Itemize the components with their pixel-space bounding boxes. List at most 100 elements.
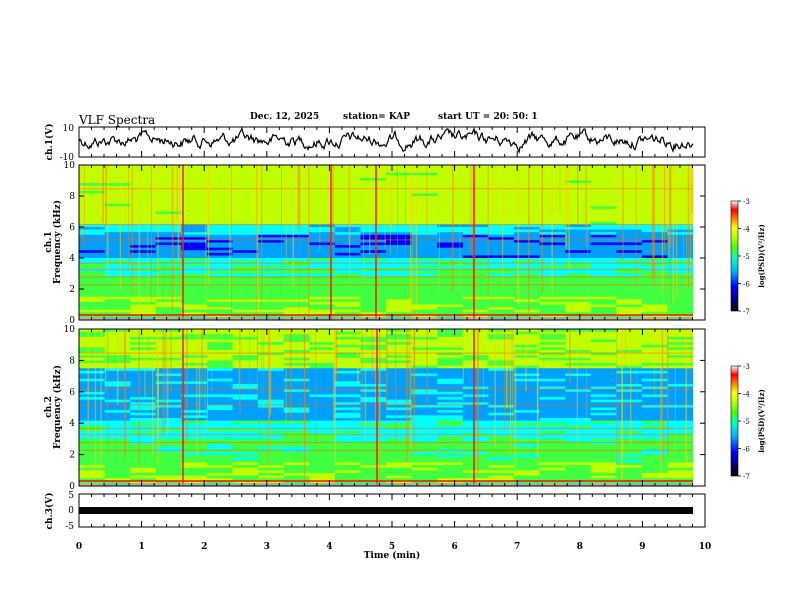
spectrogram-cell: [206, 258, 234, 262]
spectrogram-cell: [130, 211, 157, 215]
spectrogram-cell: [309, 451, 336, 456]
spectrogram-cell: [488, 198, 515, 202]
spectrogram-cell: [539, 309, 566, 313]
spectrogram-cell: [437, 360, 464, 364]
spectrogram-cell: [181, 391, 208, 396]
spectrogram-cell: [386, 221, 413, 226]
spectrogram-cell: [309, 229, 336, 233]
spectrogram-cell: [411, 373, 438, 377]
spectrogram-cell: [616, 255, 643, 259]
spectrogram-cell: [411, 239, 438, 244]
spectrogram-cell: [590, 465, 617, 469]
spectrogram-cell: [539, 404, 566, 409]
spectrogram-cell: [360, 309, 387, 313]
spectrogram-cell: [104, 431, 131, 435]
spectrogram-cell: [130, 291, 157, 295]
spectrogram-cell: [437, 368, 464, 372]
spectrogram-cell: [462, 172, 489, 176]
spectrogram-cell: [232, 467, 259, 471]
spectrogram-cell: [667, 265, 694, 269]
spectrogram-cell: [155, 336, 182, 341]
spectrogram-cell: [667, 423, 694, 427]
spectrogram-cell: [488, 438, 515, 443]
spectrogram-cell: [616, 177, 643, 182]
ch1-ylabel: ch.1(V): [44, 124, 55, 161]
spectrogram-cell: [590, 410, 617, 414]
spectrogram-cell: [462, 304, 489, 308]
spectrogram-cell: [155, 283, 182, 288]
spectrogram-cell: [437, 299, 464, 303]
spectrogram-cell: [386, 428, 413, 432]
spectrogram-cell: [513, 221, 541, 226]
spectrogram-cell: [360, 250, 387, 254]
spectrogram-cell: [232, 480, 259, 484]
spectrogram-cell: [232, 344, 259, 348]
sferic-spike: [690, 329, 692, 377]
spectrogram-cell: [334, 457, 362, 461]
spectrogram-cell: [309, 454, 336, 458]
spectrogram-cell: [641, 334, 669, 338]
spectrogram-cell: [334, 438, 362, 443]
spectrogram-cell: [565, 286, 592, 290]
spectrogram-cell: [79, 399, 106, 403]
spectrogram-cell: [386, 260, 413, 264]
spectrogram-cell: [565, 467, 592, 471]
spectrogram-cell: [462, 185, 489, 189]
spectrogram-cell: [513, 386, 541, 390]
spectrogram-cell: [104, 296, 131, 300]
spectrogram-cell: [104, 172, 131, 176]
spectrogram-cell: [155, 472, 182, 477]
spectrogram-cell: [590, 258, 617, 262]
spectrogram-cell: [258, 425, 285, 430]
spectrogram-cell: [437, 276, 464, 280]
sferic-spike: [268, 329, 270, 483]
spectrogram-cell: [283, 237, 310, 241]
spectrogram-cell: [513, 294, 541, 298]
spectrogram-cell: [206, 394, 234, 398]
spectrogram-cell: [360, 475, 387, 479]
spectrogram-cell: [411, 229, 438, 233]
spectrogram-cell: [386, 436, 413, 440]
spectrogram-cell: [462, 183, 489, 187]
spectrogram-cell: [206, 268, 234, 272]
spectrogram-cell: [641, 347, 669, 351]
spectrogram-cell: [616, 342, 643, 346]
spectrogram-cell: [206, 203, 234, 207]
spectrogram-cell: [130, 203, 157, 207]
spectrogram-cell: [130, 183, 157, 187]
spectrogram-cell: [130, 296, 157, 300]
spectrogram-cell: [641, 462, 669, 466]
spectrogram-cell: [462, 478, 489, 482]
spectrogram-cell: [334, 381, 362, 385]
spectrogram-cell: [360, 216, 387, 220]
spectrogram-cell: [565, 301, 592, 306]
spectrogram-cell: [232, 428, 259, 432]
sferic-spike: [576, 329, 578, 447]
spectrogram-cell: [590, 273, 617, 277]
spectrogram-cell: [641, 470, 669, 474]
spectrogram-cell: [488, 451, 515, 456]
spectrogram-cell: [232, 329, 259, 333]
spectrogram-cell: [79, 472, 106, 477]
spectrogram-cell: [667, 441, 694, 445]
spectrogram-cell: [130, 252, 157, 257]
spectrogram-cell: [79, 263, 106, 267]
spectrogram-cell: [360, 260, 387, 264]
spectrogram-cell: [590, 425, 617, 430]
spectrogram-cell: [411, 472, 438, 477]
spectrogram-cell: [283, 376, 310, 380]
spectrogram-cell: [513, 438, 541, 443]
sferic-strong: [473, 329, 475, 486]
spectrogram-cell: [360, 444, 387, 448]
spectrogram-cell: [130, 247, 157, 251]
spectrogram-cell: [360, 329, 387, 333]
sferic-spike: [285, 165, 287, 266]
spectrogram-cell: [309, 237, 336, 241]
spectrogram-cell: [104, 208, 131, 213]
spectrogram-cell: [334, 258, 362, 262]
spectrogram-cell: [667, 268, 694, 272]
spectrogram-cell: [283, 381, 310, 385]
spectrogram-cell: [181, 196, 208, 200]
spectrogram-cell: [386, 446, 413, 450]
spectrogram-cell: [437, 480, 464, 484]
